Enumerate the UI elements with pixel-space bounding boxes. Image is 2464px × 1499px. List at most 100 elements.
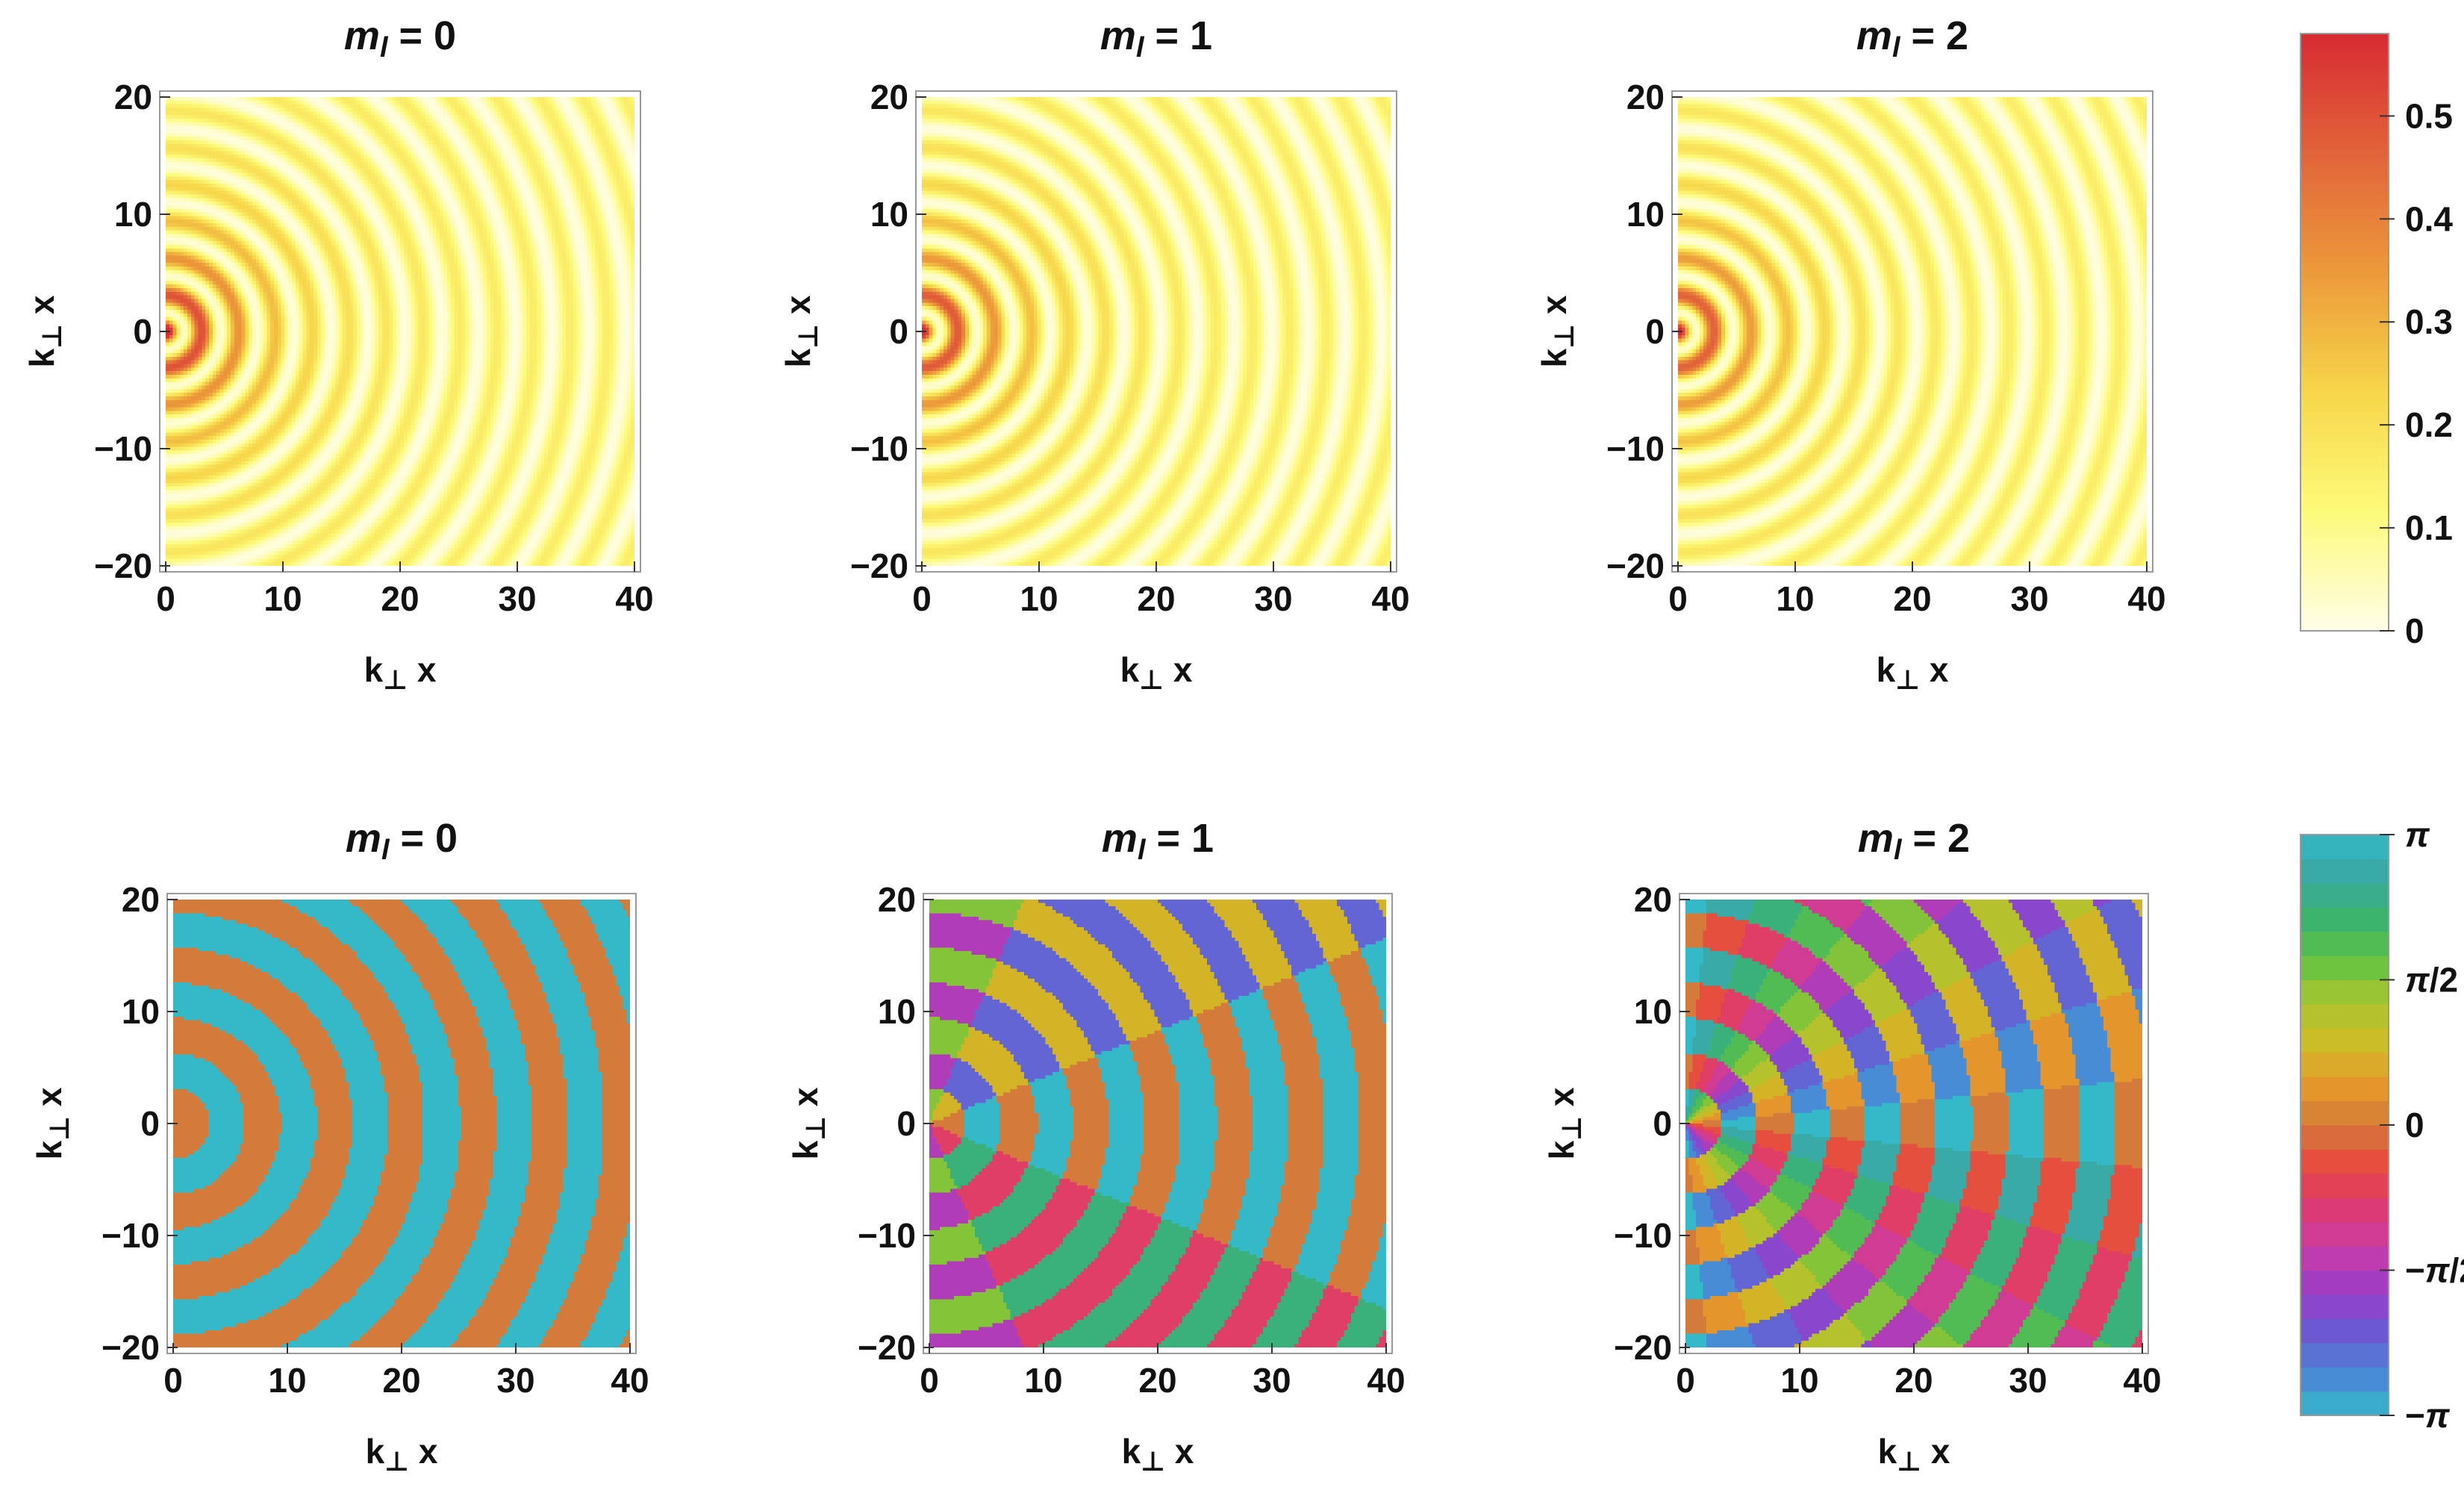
colorbar-swatch <box>2301 411 2389 417</box>
panel-title: ml = 0 <box>346 816 458 866</box>
colorbar-tick-label: 0.4 <box>2405 199 2453 238</box>
x-tick-label: 20 <box>381 579 419 618</box>
colorbar-swatch <box>2301 1270 2389 1295</box>
colorbar-swatch <box>2301 103 2389 109</box>
phase-colorbar: π π/2 0 −π/2 −π <box>2300 815 2464 1435</box>
x-tick-label: 40 <box>611 1361 649 1400</box>
colorbar-swatch <box>2301 58 2389 64</box>
colorbar-swatch <box>2301 183 2389 189</box>
panel-title: ml = 2 <box>1856 13 1968 63</box>
colorbar-swatch <box>2301 247 2389 253</box>
x-tick-label: 0 <box>163 1361 183 1400</box>
colorbar-swatch <box>2301 566 2389 572</box>
y-axis-label: k⊥ x <box>30 1087 75 1159</box>
colorbar-swatch <box>2301 68 2389 74</box>
x-tick-label: 10 <box>1024 1361 1062 1400</box>
colorbar-swatch <box>2301 123 2389 129</box>
y-tick-label: 10 <box>870 195 908 234</box>
colorbar-swatch <box>2301 1318 2389 1344</box>
colorbar-swatch <box>2301 53 2389 59</box>
x-tick-label: 0 <box>912 579 932 618</box>
colorbar-swatch <box>2301 327 2389 333</box>
colorbar-tick-label: 0.5 <box>2405 96 2453 135</box>
colorbar-swatch <box>2301 1028 2389 1053</box>
colorbar-swatch <box>2301 576 2389 582</box>
y-axis-label: k⊥ x <box>786 1087 831 1159</box>
colorbar-swatch <box>2301 168 2389 174</box>
colorbar-tick-label: 0.2 <box>2405 405 2453 444</box>
colorbar-swatch <box>2301 456 2389 462</box>
colorbar-swatch <box>2301 882 2389 908</box>
colorbar-swatch <box>2301 407 2389 413</box>
x-tick-label: 30 <box>498 579 536 618</box>
colorbar-swatch <box>2301 208 2389 214</box>
colorbar-swatch <box>2301 49 2389 54</box>
colorbar-swatch <box>2301 198 2389 204</box>
colorbar-swatch <box>2301 243 2389 249</box>
colorbar-swatch <box>2301 98 2389 104</box>
colorbar-swatch <box>2301 536 2389 542</box>
x-tick-label: 10 <box>263 579 302 618</box>
panel-title: ml = 1 <box>1102 816 1214 866</box>
x-tick-label: 0 <box>1676 1361 1695 1400</box>
x-tick-label: 0 <box>156 579 175 618</box>
colorbar-swatch <box>2301 272 2389 278</box>
colorbar-swatch <box>2301 1100 2389 1126</box>
colorbar-tick-label: 0.3 <box>2405 302 2453 341</box>
colorbar-swatch <box>2301 258 2389 264</box>
y-tick-label: 0 <box>1653 1104 1672 1143</box>
x-axis-label: k⊥ x <box>1122 1432 1194 1477</box>
x-tick-label: 10 <box>1780 1361 1818 1400</box>
colorbar-swatch <box>2301 396 2389 402</box>
colorbar-swatch <box>2301 1125 2389 1150</box>
x-tick-label: 10 <box>1020 579 1058 618</box>
panels: 0 10 20 30 40 20 10 0 −10 −20 ml = 0 k⊥ x k⊥ x 0 10 20 3… <box>22 13 2166 1477</box>
colorbar-swatch <box>2301 312 2389 318</box>
heatmap-raster <box>922 97 1391 566</box>
colorbar-swatch <box>2301 387 2389 393</box>
y-tick-label: 10 <box>878 992 916 1031</box>
colorbar-swatch <box>2301 561 2389 567</box>
y-tick-label: −20 <box>102 1328 160 1367</box>
colorbar-swatch <box>2301 178 2389 184</box>
x-tick-label: 20 <box>1138 1361 1176 1400</box>
x-tick-label: 40 <box>1367 1361 1405 1400</box>
colorbar-swatch <box>2301 521 2389 527</box>
colorbar-swatch <box>2301 43 2389 49</box>
colorbar-swatch <box>2301 222 2389 228</box>
colorbar-swatch <box>2301 118 2389 124</box>
colorbar-swatch <box>2301 506 2389 512</box>
panel-title: ml = 2 <box>1858 816 1970 866</box>
colorbar-swatch <box>2301 277 2389 283</box>
colorbar-swatch <box>2301 551 2389 557</box>
colorbar-swatch <box>2301 93 2389 99</box>
colorbar-swatch <box>2301 73 2389 79</box>
colorbar-swatch <box>2301 417 2389 423</box>
colorbar-swatch <box>2301 979 2389 1005</box>
heatmap-raster <box>929 900 1386 1347</box>
y-tick-label: 20 <box>1634 880 1672 919</box>
colorbar-swatch <box>2301 471 2389 477</box>
colorbar-swatch <box>2301 202 2389 208</box>
chart-panel-phase-m0: 0 10 20 30 40 20 10 0 −10 −20 ml = 0 k⊥ x k⊥ x <box>30 816 649 1477</box>
x-tick-label: 20 <box>382 1361 420 1400</box>
x-tick-label: 20 <box>1894 1361 1933 1400</box>
colorbar-swatch <box>2301 342 2389 348</box>
y-tick-label: 0 <box>889 312 908 351</box>
x-axis-label: k⊥ x <box>1878 1432 1950 1477</box>
colorbar-swatch <box>2301 381 2389 387</box>
y-tick-label: 20 <box>1626 78 1665 116</box>
panel-title: ml = 0 <box>344 13 456 63</box>
colorbar-swatch <box>2301 322 2389 328</box>
colorbar-swatch <box>2301 486 2389 492</box>
colorbar-swatch <box>2301 1367 2389 1392</box>
colorbar-swatch <box>2301 858 2389 884</box>
y-tick-label: 20 <box>870 78 908 116</box>
colorbar-swatch <box>2301 237 2389 243</box>
x-tick-label: 40 <box>2123 1361 2161 1400</box>
chart-panel-amplitude-m2: 0 10 20 30 40 20 10 0 −10 −20 ml = 2 k⊥ x k⊥ x <box>1535 13 2166 695</box>
y-tick-label: 0 <box>1645 312 1665 351</box>
colorbar-tick-label: 0 <box>2405 1106 2424 1144</box>
colorbar-swatch <box>2301 491 2389 497</box>
y-tick-label: 10 <box>1634 992 1672 1031</box>
